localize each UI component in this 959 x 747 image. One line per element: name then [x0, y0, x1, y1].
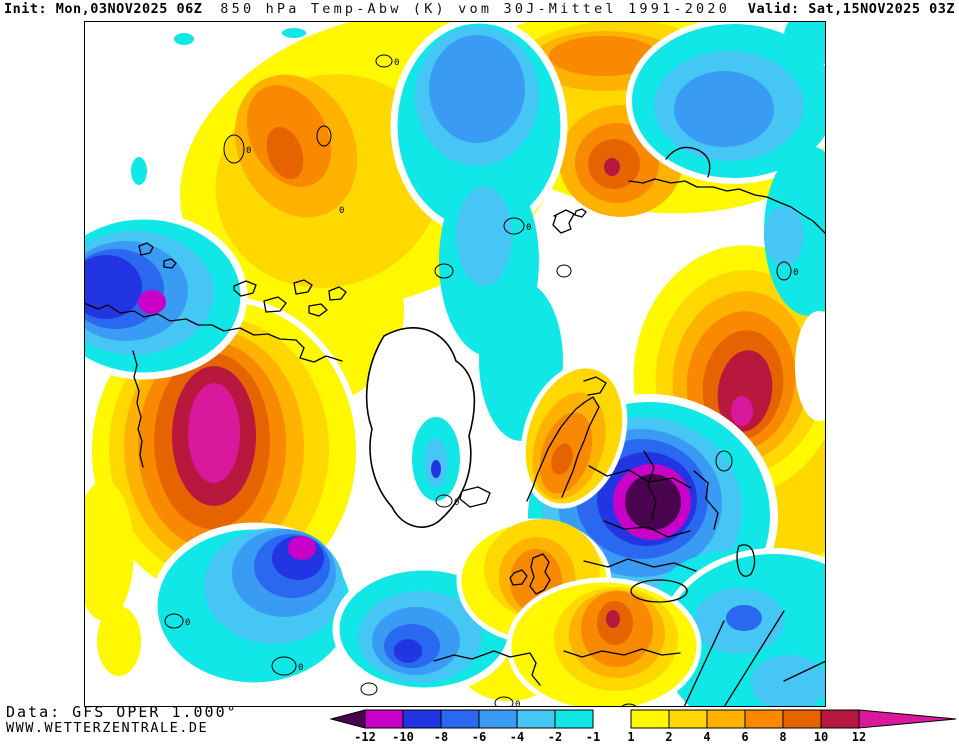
legend-segment [554, 709, 594, 729]
zero-contour-labels: 0 0 0 0 0 0 0 0 0 0 [185, 58, 798, 707]
svg-text:0: 0 [339, 206, 344, 216]
legend-segment [402, 709, 442, 729]
coastlines [84, 146, 826, 707]
svg-text:0: 0 [394, 58, 399, 68]
legend-segment [478, 709, 518, 729]
greenland [365, 327, 476, 528]
data-source-label: Data: GFS OPER 1.000° [6, 703, 238, 721]
legend-tick-label: 12 [852, 730, 866, 743]
svg-text:0: 0 [454, 498, 459, 508]
legend-segment [706, 709, 746, 729]
color-scale-legend: -12 -10 -8 -6 -4 -2 -1 1 2 4 6 8 10 12 [329, 709, 957, 744]
legend-segment [782, 709, 822, 729]
above-max-arrow [858, 709, 957, 729]
legend-segment [364, 709, 404, 729]
legend-tick-label: 2 [665, 730, 672, 743]
map-frame [84, 21, 826, 707]
legend-tick-label: 4 [703, 730, 710, 743]
legend-tick-label: 6 [741, 730, 748, 743]
init-time-label: Init: Mon,03NOV2025 06Z [4, 1, 203, 17]
legend-tick-label: 8 [779, 730, 786, 743]
legend-segment [440, 709, 480, 729]
footer: Data: GFS OPER 1.000° WWW.WETTERZENTRALE… [6, 704, 238, 735]
legend-tick-label: -6 [472, 730, 486, 743]
legend-tick-label: 10 [814, 730, 828, 743]
legend-tick-label: -12 [354, 730, 376, 743]
legend-segment [744, 709, 784, 729]
svg-text:0: 0 [185, 618, 190, 628]
legend-tick-label: -2 [548, 730, 562, 743]
svg-text:0: 0 [246, 146, 251, 156]
legend-segment [516, 709, 556, 729]
valid-time-label: Valid: Sat,15NOV2025 03Z [747, 1, 955, 17]
legend-tick-label: -8 [434, 730, 448, 743]
weather-map: 0 0 0 0 0 0 0 0 0 0 [84, 21, 826, 707]
svg-text:0: 0 [526, 223, 531, 233]
title-bar: Init: Mon,03NOV2025 06Z 850 hPa Temp-Abw… [4, 1, 955, 19]
chart-title: 850 hPa Temp-Abw (K) vom 30J-Mittel 1991… [220, 1, 731, 17]
svg-text:0: 0 [515, 700, 520, 707]
legend-tick-label: -4 [510, 730, 524, 743]
legend-segment [668, 709, 708, 729]
legend-tick-label: -1 [586, 730, 600, 743]
legend-segment [820, 709, 860, 729]
svg-text:0: 0 [793, 268, 798, 278]
anomaly-field-warm-overlay [456, 311, 826, 707]
svg-text:0: 0 [298, 663, 303, 673]
legend-segment [630, 709, 670, 729]
weather-map-container: 0 0 0 0 0 0 0 0 0 0 [84, 21, 826, 707]
legend-scale: -12 -10 -8 -6 -4 -2 -1 1 2 4 6 8 10 12 [329, 709, 957, 744]
zero-contours [164, 54, 792, 707]
legend-tick-label: -10 [392, 730, 414, 743]
below-min-arrow [329, 709, 366, 729]
website-label: WWW.WETTERZENTRALE.DE [6, 719, 209, 736]
legend-tick-label: 1 [627, 730, 634, 743]
anomaly-field-cold [84, 21, 826, 707]
